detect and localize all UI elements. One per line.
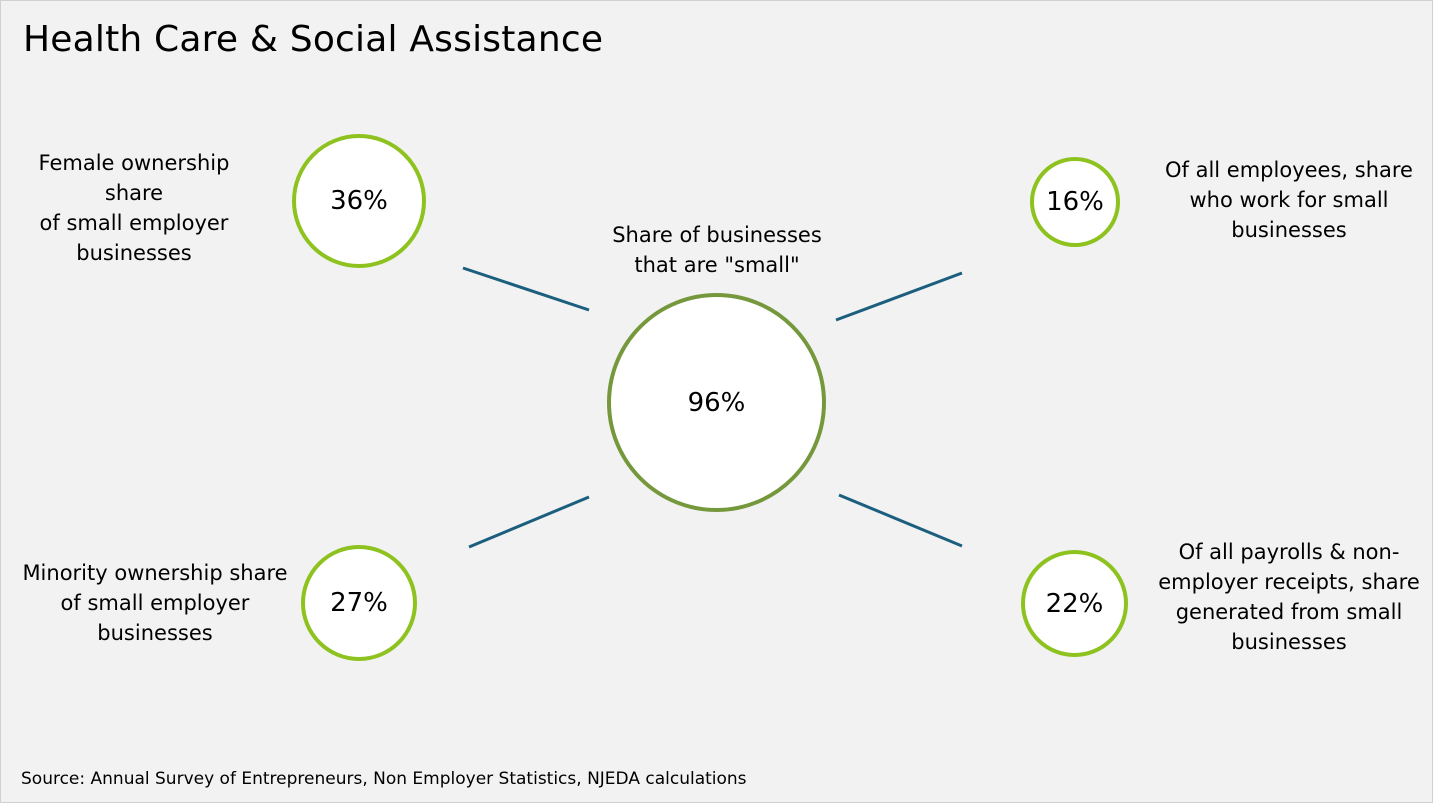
connector-employee-share — [835, 271, 963, 322]
minority-ownership-value: 27% — [330, 588, 388, 618]
minority-ownership-label: Minority ownership share of small employ… — [22, 561, 288, 645]
employee-share-value: 16% — [1046, 187, 1104, 217]
payroll-share-circle: 22% — [1021, 550, 1128, 657]
employee-share-label: Of all employees, share who work for sma… — [1165, 158, 1413, 242]
connector-female-ownership — [462, 266, 590, 312]
minority-ownership-circle: 27% — [301, 545, 417, 661]
employee-share-circle: 16% — [1030, 157, 1120, 247]
payroll-share-value: 22% — [1045, 588, 1104, 619]
center-circle: 96% — [607, 293, 826, 512]
payroll-share-label: Of all payrolls & non- employer receipts… — [1158, 540, 1420, 654]
diagram-title: Health Care & Social Assistance — [23, 19, 604, 60]
center-value: 96% — [687, 387, 746, 418]
female-ownership-label: Female ownership share of small employer… — [38, 151, 230, 265]
female-ownership-value: 36% — [330, 186, 388, 216]
connector-minority-ownership — [468, 495, 590, 549]
connector-payroll-share — [838, 493, 963, 548]
source-note: Source: Annual Survey of Entrepreneurs, … — [21, 769, 747, 789]
center-label: Share of businesses that are "small" — [612, 223, 822, 277]
female-ownership-circle: 36% — [292, 134, 426, 268]
